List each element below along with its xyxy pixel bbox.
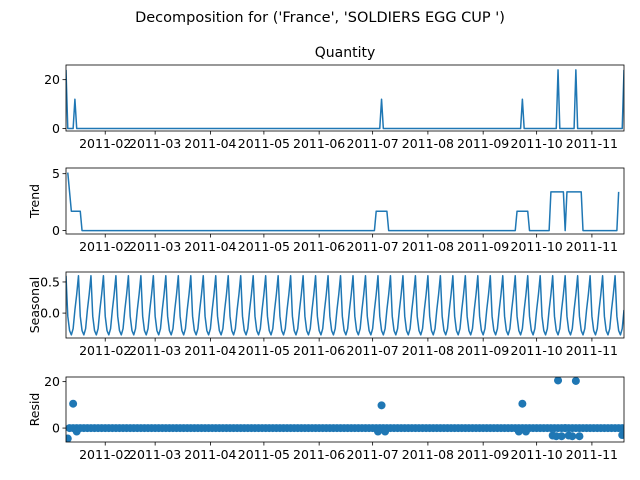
resid-ytick-label: 0 bbox=[52, 421, 60, 436]
observed-xtick-label: 2011-04 bbox=[184, 136, 236, 151]
seasonal-xtick-label: 2011-09 bbox=[457, 343, 509, 358]
resid-point bbox=[66, 434, 72, 442]
seasonal-series-line bbox=[66, 274, 624, 336]
observed-xtick-label: 2011-05 bbox=[238, 136, 290, 151]
observed-xtick-label: 2011-03 bbox=[129, 136, 181, 151]
seasonal-xtick-label: 2011-03 bbox=[129, 343, 181, 358]
trend-xtick-label: 2011-09 bbox=[457, 239, 509, 254]
resid-point bbox=[554, 377, 563, 385]
resid-ylabel: Resid bbox=[27, 393, 42, 427]
seasonal-xtick-label: 2011-05 bbox=[238, 343, 290, 358]
resid-point bbox=[568, 432, 577, 441]
seasonal-data bbox=[66, 274, 624, 336]
resid-point bbox=[373, 427, 382, 436]
resid-point bbox=[521, 427, 530, 436]
resid-point bbox=[557, 432, 566, 441]
observed-ytick-label: 0 bbox=[52, 121, 60, 136]
resid-point bbox=[514, 427, 523, 436]
resid-axes-frame bbox=[65, 376, 625, 443]
observed-xtick-label: 2011-11 bbox=[566, 136, 618, 151]
trend-xtick-label: 2011-04 bbox=[184, 239, 236, 254]
seasonal-axes-frame bbox=[65, 271, 625, 339]
seasonal-xtick-label: 2011-07 bbox=[347, 343, 399, 358]
trend-xtick-label: 2011-05 bbox=[238, 239, 290, 254]
resid-point bbox=[72, 427, 81, 436]
figure-suptitle: Decomposition for ('France', 'SOLDIERS E… bbox=[135, 10, 505, 26]
resid-point bbox=[69, 399, 78, 408]
trend-xtick-label: 2011-02 bbox=[79, 239, 131, 254]
resid-xtick-label: 2011-05 bbox=[238, 447, 290, 462]
resid-ytick-label: 20 bbox=[44, 374, 60, 389]
trend-xtick-label: 2011-03 bbox=[129, 239, 181, 254]
observed-xtick-label: 2011-06 bbox=[293, 136, 345, 151]
seasonal-xtick-label: 2011-11 bbox=[566, 343, 618, 358]
resid-xtick-label: 2011-08 bbox=[402, 447, 454, 462]
resid-xtick-label: 2011-06 bbox=[293, 447, 345, 462]
trend-xtick-label: 2011-11 bbox=[566, 239, 618, 254]
observed-ytick-label: 20 bbox=[44, 72, 60, 87]
resid-xtick-label: 2011-11 bbox=[566, 447, 618, 462]
observed-series-line bbox=[66, 69, 624, 130]
trend-xtick-label: 2011-08 bbox=[402, 239, 454, 254]
trend-axes-frame bbox=[65, 167, 625, 235]
observed-xtick-label: 2011-10 bbox=[511, 136, 563, 151]
seasonal-xtick-label: 2011-08 bbox=[402, 343, 454, 358]
resid-xtick-label: 2011-09 bbox=[457, 447, 509, 462]
seasonal-xtick-label: 2011-04 bbox=[184, 343, 236, 358]
trend-series-line bbox=[67, 172, 620, 232]
seasonal-ytick-label: 0.0 bbox=[40, 306, 60, 321]
resid-xtick-label: 2011-10 bbox=[511, 447, 563, 462]
trend-xtick-label: 2011-06 bbox=[293, 239, 345, 254]
resid-point bbox=[575, 432, 584, 441]
seasonal-ytick-label: 0.5 bbox=[40, 274, 60, 289]
resid-point bbox=[561, 424, 570, 433]
observed-xtick-label: 2011-07 bbox=[347, 136, 399, 151]
seasonal-xtick-label: 2011-02 bbox=[79, 343, 131, 358]
resid-xtick-label: 2011-03 bbox=[129, 447, 181, 462]
seasonal-xtick-label: 2011-06 bbox=[293, 343, 345, 358]
resid-point bbox=[618, 424, 624, 433]
resid-point bbox=[381, 427, 390, 436]
trend-data bbox=[67, 172, 620, 232]
resid-xtick-label: 2011-04 bbox=[184, 447, 236, 462]
resid-point bbox=[618, 431, 624, 440]
observed-data bbox=[66, 69, 624, 130]
trend-xtick-label: 2011-07 bbox=[347, 239, 399, 254]
observed-title: Quantity bbox=[315, 45, 376, 61]
seasonal-ylabel: Seasonal bbox=[27, 277, 42, 334]
resid-point bbox=[571, 377, 580, 385]
resid-point bbox=[377, 401, 386, 410]
resid-point bbox=[518, 399, 527, 408]
trend-ytick-label: 0 bbox=[52, 223, 60, 238]
trend-ytick-label: 5 bbox=[52, 166, 60, 181]
trend-ylabel: Trend bbox=[27, 184, 42, 219]
observed-axes-frame bbox=[65, 64, 625, 132]
seasonal-xtick-label: 2011-10 bbox=[511, 343, 563, 358]
trend-xtick-label: 2011-10 bbox=[511, 239, 563, 254]
resid-xtick-label: 2011-07 bbox=[347, 447, 399, 462]
observed-xtick-label: 2011-08 bbox=[402, 136, 454, 151]
observed-xtick-label: 2011-02 bbox=[79, 136, 131, 151]
resid-xtick-label: 2011-02 bbox=[79, 447, 131, 462]
observed-xtick-label: 2011-09 bbox=[457, 136, 509, 151]
resid-data bbox=[66, 377, 624, 442]
